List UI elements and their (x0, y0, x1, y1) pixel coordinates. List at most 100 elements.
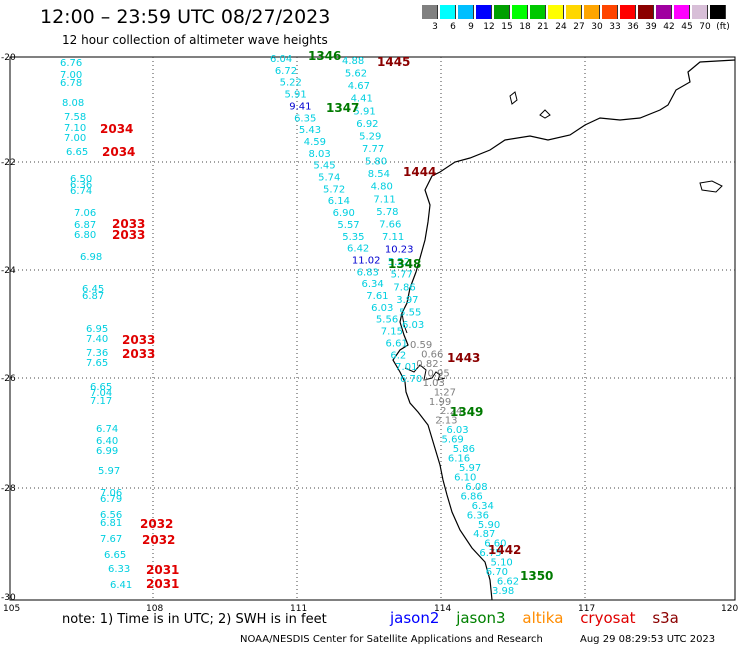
wave-height-value: 6.95 (86, 324, 108, 335)
pass-time-label: 1443 (447, 351, 480, 365)
wave-height-value: 7.11 (373, 194, 395, 205)
legend-swatch (422, 5, 438, 19)
wave-height-value: 6.50 (70, 174, 92, 185)
wave-height-value: 7.00 (60, 70, 82, 81)
island-2 (539, 109, 551, 119)
wave-height-value: 6.75 (479, 548, 501, 559)
exmouth-gulf-coast (401, 312, 408, 334)
wave-height-value: 6.34 (472, 501, 494, 512)
wave-height-value: 6.81 (100, 518, 122, 529)
legend-swatch (548, 5, 564, 19)
pass-time-label: 2032 (140, 517, 173, 531)
wave-height-value: 2.13 (435, 416, 457, 427)
australia-coastline (392, 59, 736, 601)
wave-height-value: 5.97 (459, 463, 481, 474)
wave-height-value: 5.80 (365, 157, 387, 168)
wave-height-value: 5.69 (442, 435, 464, 446)
wave-height-value: 6.65 (66, 147, 88, 158)
lon-tick-label: 108 (146, 604, 163, 614)
wave-height-value: 5.43 (299, 125, 321, 136)
wave-height-value: 7.06 (100, 488, 122, 499)
wave-height-value: 6.87 (82, 291, 104, 302)
pass-time-label: 2033 (112, 228, 145, 242)
wave-height-value: 5.91 (284, 90, 306, 101)
wave-height-value: 6.80 (74, 230, 96, 241)
legend-label: 36 (627, 22, 639, 32)
wave-height-value: 6.03 (371, 303, 393, 314)
legend-swatch (710, 5, 726, 19)
wave-height-value: 7.15 (381, 327, 403, 338)
legend-swatch (620, 5, 636, 19)
legend-swatch (638, 5, 654, 19)
pass-time-label: 1349 (450, 405, 483, 419)
wave-height-value: 4.67 (348, 81, 370, 92)
wave-height-value: 5.62 (345, 69, 367, 80)
wave-height-value: 6.72 (275, 66, 297, 77)
wave-height-value: 3.98 (492, 586, 514, 597)
wave-height-value: 6.56 (100, 510, 122, 521)
satellite-legend: jason2 jason3 altika cryosat s3a (390, 609, 691, 627)
wave-height-value: 5.72 (323, 184, 345, 195)
legend-swatch (656, 5, 672, 19)
wave-height-value: 6.60 (484, 539, 506, 550)
legend-label: 9 (468, 22, 474, 32)
wave-height-value: 10.23 (385, 245, 414, 256)
pass-time-label: 2033 (122, 333, 155, 347)
wave-height-value: 6.70 (400, 374, 422, 385)
wave-height-value: 8.03 (309, 149, 331, 160)
shark-bay-peninsula (404, 364, 446, 381)
wave-height-value: 1.27 (434, 387, 456, 398)
wave-height-value: 3.97 (396, 295, 418, 306)
wave-height-value: 6.36 (467, 510, 489, 521)
wave-height-value: 6.76 (60, 58, 82, 69)
wave-height-value: 5.57 (337, 220, 359, 231)
wave-height-value: 5.90 (478, 520, 500, 531)
wave-height-value: 8.08 (62, 98, 84, 109)
legend-swatch (512, 5, 528, 19)
sat-cryosat: cryosat (580, 609, 636, 627)
wave-height-value: 6.74 (70, 186, 92, 197)
wave-height-value: 6.04 (270, 54, 292, 65)
wave-height-value: 4.87 (473, 529, 495, 540)
wave-height-value: 7.04 (90, 388, 112, 399)
wave-height-value: 6.86 (460, 491, 482, 502)
wave-height-value: 5.86 (453, 444, 475, 455)
lat-tick-label: -20 (1, 53, 16, 63)
lat-tick-label: -28 (1, 484, 16, 494)
legend-label: 30 (591, 22, 603, 32)
wave-height-value: 6.45 (82, 284, 104, 295)
lon-tick-label: 114 (434, 604, 451, 614)
wave-height-observations: 6.767.006.788.087.587.107.006.656.506.36… (60, 54, 519, 597)
wave-height-value: 6.14 (328, 196, 350, 207)
wave-height-value: 6.2 (390, 350, 406, 361)
wave-height-value: 11.02 (352, 255, 381, 266)
wave-height-value: 5.45 (313, 161, 335, 172)
legend-label: 42 (663, 22, 675, 32)
wave-height-value: 7.61 (366, 291, 388, 302)
wave-height-value: 6.99 (96, 446, 118, 457)
wave-height-value: 6.35 (294, 113, 316, 124)
legend-swatch (692, 5, 708, 19)
wave-height-value: 5.22 (280, 78, 302, 89)
wave-height-value: 8.54 (368, 169, 390, 180)
wave-height-value: 6.87 (74, 220, 96, 231)
wave-height-value: 7.17 (90, 396, 112, 407)
pass-time-label: 2032 (142, 533, 175, 547)
wave-height-value: 5.29 (359, 131, 381, 142)
lon-tick-label: 105 (3, 604, 20, 614)
wave-height-value: 6.16 (448, 454, 470, 465)
sat-s3a: s3a (652, 609, 679, 627)
lat-lon-grid (10, 57, 735, 600)
lon-tick-label: 111 (290, 604, 307, 614)
wave-height-value: 5.55 (399, 307, 421, 318)
wave-height-value: 6.08 (465, 482, 487, 493)
wave-height-value: 6.10 (454, 472, 476, 483)
legend-swatch (566, 5, 582, 19)
wave-height-value: 5.78 (376, 207, 398, 218)
pass-time-label: 1348 (388, 257, 421, 271)
wave-height-value: 6.74 (96, 424, 118, 435)
lon-tick-label: 117 (578, 604, 595, 614)
credit-line: NOAA/NESDIS Center for Satellite Applica… (240, 634, 543, 645)
pass-time-label: 2033 (122, 347, 155, 361)
